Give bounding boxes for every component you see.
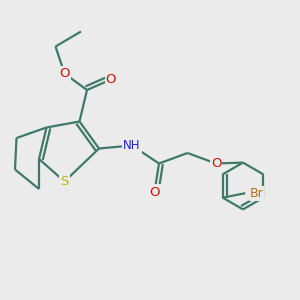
Text: NH: NH [123, 139, 141, 152]
Text: S: S [60, 175, 69, 188]
Text: O: O [59, 67, 70, 80]
Text: O: O [149, 185, 160, 199]
Text: O: O [211, 157, 221, 170]
Text: Br: Br [250, 187, 263, 200]
Text: O: O [106, 73, 116, 86]
